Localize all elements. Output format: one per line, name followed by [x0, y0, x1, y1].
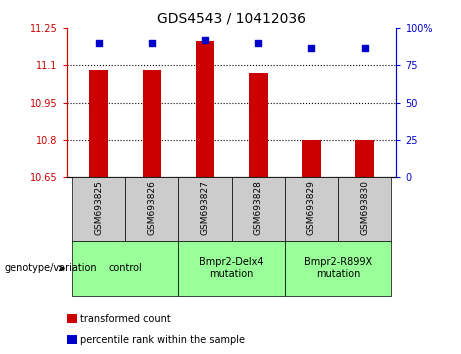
- Text: genotype/variation: genotype/variation: [5, 263, 97, 273]
- Bar: [142, 70, 161, 177]
- Text: GSM693826: GSM693826: [148, 180, 156, 235]
- Bar: [285, 241, 391, 296]
- Text: GSM693829: GSM693829: [307, 180, 316, 235]
- Text: Bmpr2-R899X
mutation: Bmpr2-R899X mutation: [304, 257, 372, 279]
- Title: GDS4543 / 10412036: GDS4543 / 10412036: [157, 12, 306, 26]
- Bar: [178, 241, 285, 296]
- Bar: [72, 177, 125, 241]
- Bar: [249, 73, 267, 177]
- Point: [201, 38, 209, 43]
- Point: [307, 45, 315, 51]
- Point: [95, 40, 102, 46]
- Text: GSM693825: GSM693825: [94, 180, 103, 235]
- Bar: [72, 241, 178, 296]
- Text: Bmpr2-Delx4
mutation: Bmpr2-Delx4 mutation: [200, 257, 264, 279]
- Bar: [231, 177, 285, 241]
- Text: GSM693830: GSM693830: [360, 180, 369, 235]
- Point: [254, 40, 262, 46]
- Bar: [196, 41, 214, 177]
- Point: [148, 40, 156, 46]
- Bar: [355, 140, 374, 177]
- Bar: [285, 177, 338, 241]
- Text: percentile rank within the sample: percentile rank within the sample: [80, 335, 245, 345]
- Text: GSM693827: GSM693827: [201, 180, 210, 235]
- Text: GSM693828: GSM693828: [254, 180, 263, 235]
- Bar: [338, 177, 391, 241]
- Bar: [302, 140, 321, 177]
- Text: control: control: [108, 263, 142, 273]
- Text: transformed count: transformed count: [80, 314, 171, 324]
- Bar: [178, 177, 231, 241]
- Bar: [125, 177, 178, 241]
- Bar: [89, 70, 108, 177]
- Point: [361, 45, 368, 51]
